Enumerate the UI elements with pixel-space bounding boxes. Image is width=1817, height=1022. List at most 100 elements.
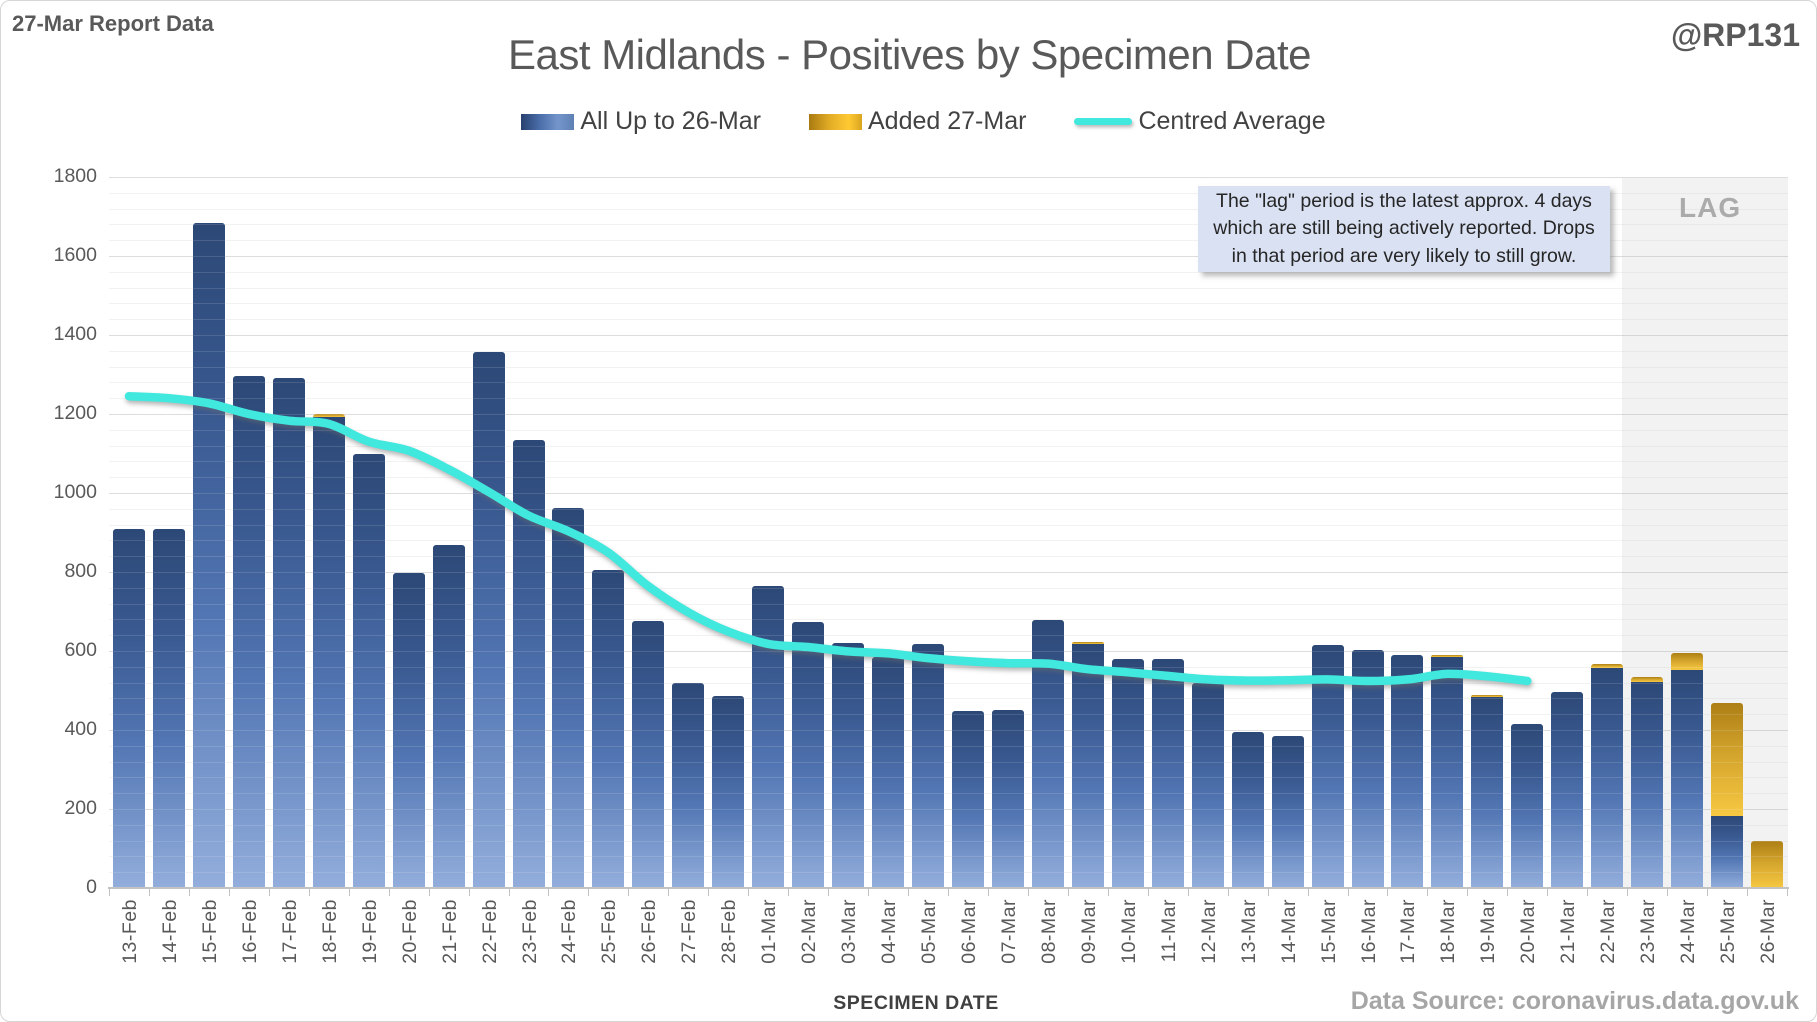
x-axis-tick (1347, 889, 1349, 896)
bar-23-Mar-added-27-mar (1631, 676, 1664, 682)
x-axis-tick (1707, 889, 1709, 896)
minor-gridline (109, 272, 1788, 273)
x-axis-tick (868, 889, 870, 896)
bar-01-Mar-all-up-to-26-mar (752, 585, 785, 888)
bar-21-Mar-all-up-to-26-mar (1551, 691, 1584, 888)
major-gridline (109, 177, 1788, 178)
x-axis-label-06-Mar: 06-Mar (957, 899, 980, 964)
x-axis-tick (308, 889, 310, 896)
gridline-overlay (109, 762, 1788, 763)
x-axis-label-27-Feb: 27-Feb (678, 899, 701, 964)
bar-08-Mar-all-up-to-26-mar (1031, 620, 1064, 888)
x-axis-tick (1467, 889, 1469, 896)
minor-gridline (109, 746, 1788, 747)
gridline-overlay (109, 240, 1788, 241)
x-axis-label-23-Feb: 23-Feb (518, 899, 541, 964)
gridline-overlay (109, 509, 1788, 510)
y-axis-label: 400 (64, 718, 97, 740)
bar-09-Mar-added-27-mar (1071, 642, 1104, 644)
bar-07-Mar-all-up-to-26-mar (991, 710, 1024, 888)
x-axis-tick (388, 889, 390, 896)
x-axis-tick (348, 889, 350, 896)
x-axis-tick (708, 889, 710, 896)
x-axis-tick (1507, 889, 1509, 896)
chart-title: East Midlands - Positives by Specimen Da… (507, 31, 1312, 78)
bar-19-Feb-all-up-to-26-mar (352, 453, 385, 888)
gridline-overlay (109, 477, 1788, 478)
x-axis-label-28-Feb: 28-Feb (718, 899, 741, 964)
blue-bar-swatch-icon (521, 113, 575, 130)
minor-gridline (109, 841, 1788, 842)
gridline-overlay (109, 667, 1788, 668)
gridline-overlay (109, 288, 1788, 289)
bar-22-Feb-all-up-to-26-mar (472, 352, 505, 888)
bar-19-Mar-all-up-to-26-mar (1471, 697, 1504, 888)
annotation-line-3: in that period are very likely to still … (1231, 244, 1577, 267)
gridline-overlay (109, 398, 1788, 399)
x-axis-label-15-Feb: 15-Feb (198, 899, 221, 964)
x-axis-label-03-Mar: 03-Mar (838, 899, 861, 964)
x-axis-label-23-Mar: 23-Mar (1637, 899, 1660, 964)
cyan-line-swatch-icon (1074, 117, 1133, 126)
gridline-overlay (109, 193, 1788, 194)
x-axis-tick (1307, 889, 1309, 896)
gridline-overlay (109, 825, 1788, 826)
gridline-overlay (109, 272, 1788, 273)
x-axis-label-08-Mar: 08-Mar (1037, 899, 1060, 964)
bar-26-Feb-all-up-to-26-mar (632, 620, 665, 888)
legend-label-added: Added 27-Mar (868, 107, 1027, 135)
x-axis-label-24-Feb: 24-Feb (558, 899, 581, 964)
x-axis-tick (1187, 889, 1189, 896)
x-axis-label-17-Feb: 17-Feb (278, 899, 301, 964)
x-axis-label-11-Mar: 11-Mar (1157, 899, 1180, 963)
report-date-label: 27-Mar Report Data (12, 11, 214, 36)
y-axis-label: 1400 (53, 323, 97, 345)
x-axis-tick (548, 889, 550, 896)
y-axis-label: 0 (86, 876, 97, 898)
x-axis-label-21-Mar: 21-Mar (1557, 899, 1580, 964)
gold-bar-swatch-icon (809, 113, 862, 130)
bar-26-Mar-added-27-mar (1751, 840, 1784, 888)
minor-gridline (109, 193, 1788, 194)
x-axis-tick (1787, 889, 1788, 896)
x-axis-label-10-Mar: 10-Mar (1117, 899, 1140, 964)
y-axis-label: 1200 (53, 402, 97, 424)
major-gridline (109, 809, 1788, 810)
bar-28-Feb-all-up-to-26-mar (712, 696, 745, 888)
x-axis-label-19-Feb: 19-Feb (358, 899, 381, 964)
x-axis-label-14-Mar: 14-Mar (1277, 899, 1300, 964)
gridline-overlay (109, 335, 1788, 336)
y-axis-label: 1800 (53, 165, 97, 187)
x-axis-label-26-Feb: 26-Feb (638, 899, 661, 964)
bar-25-Mar-added-27-mar (1711, 702, 1744, 817)
gridline-overlay (109, 303, 1788, 304)
x-axis-tick (1387, 889, 1389, 896)
bar-15-Mar-all-up-to-26-mar (1311, 645, 1344, 888)
minor-gridline (109, 793, 1788, 794)
bar-14-Feb-all-up-to-26-mar (152, 528, 185, 888)
bar-16-Mar-all-up-to-26-mar (1351, 650, 1384, 888)
legend-item-average: Centred Average (1074, 107, 1326, 136)
bar-18-Feb-all-up-to-26-mar (312, 417, 345, 888)
minor-gridline (109, 698, 1788, 699)
bar-04-Mar-all-up-to-26-mar (872, 656, 905, 888)
bar-27-Feb-all-up-to-26-mar (672, 682, 705, 888)
x-axis-tick (748, 889, 750, 896)
x-axis-tick (987, 889, 989, 896)
gridline-overlay (109, 730, 1788, 731)
gridline-overlay (109, 588, 1788, 589)
x-axis-tick (1587, 889, 1589, 896)
gridline-overlay (109, 651, 1788, 652)
minor-gridline (109, 240, 1788, 241)
x-axis-line (108, 887, 1789, 889)
x-axis-tick (1107, 889, 1109, 896)
gridline-overlay (109, 746, 1788, 747)
bar-24-Mar-all-up-to-26-mar (1671, 670, 1704, 888)
x-axis-tick (1427, 889, 1429, 896)
x-axis-title: SPECIMEN DATE (833, 992, 999, 1014)
gridline-overlay (109, 209, 1788, 210)
bar-22-Mar-all-up-to-26-mar (1591, 667, 1624, 888)
bar-02-Mar-all-up-to-26-mar (792, 621, 825, 888)
